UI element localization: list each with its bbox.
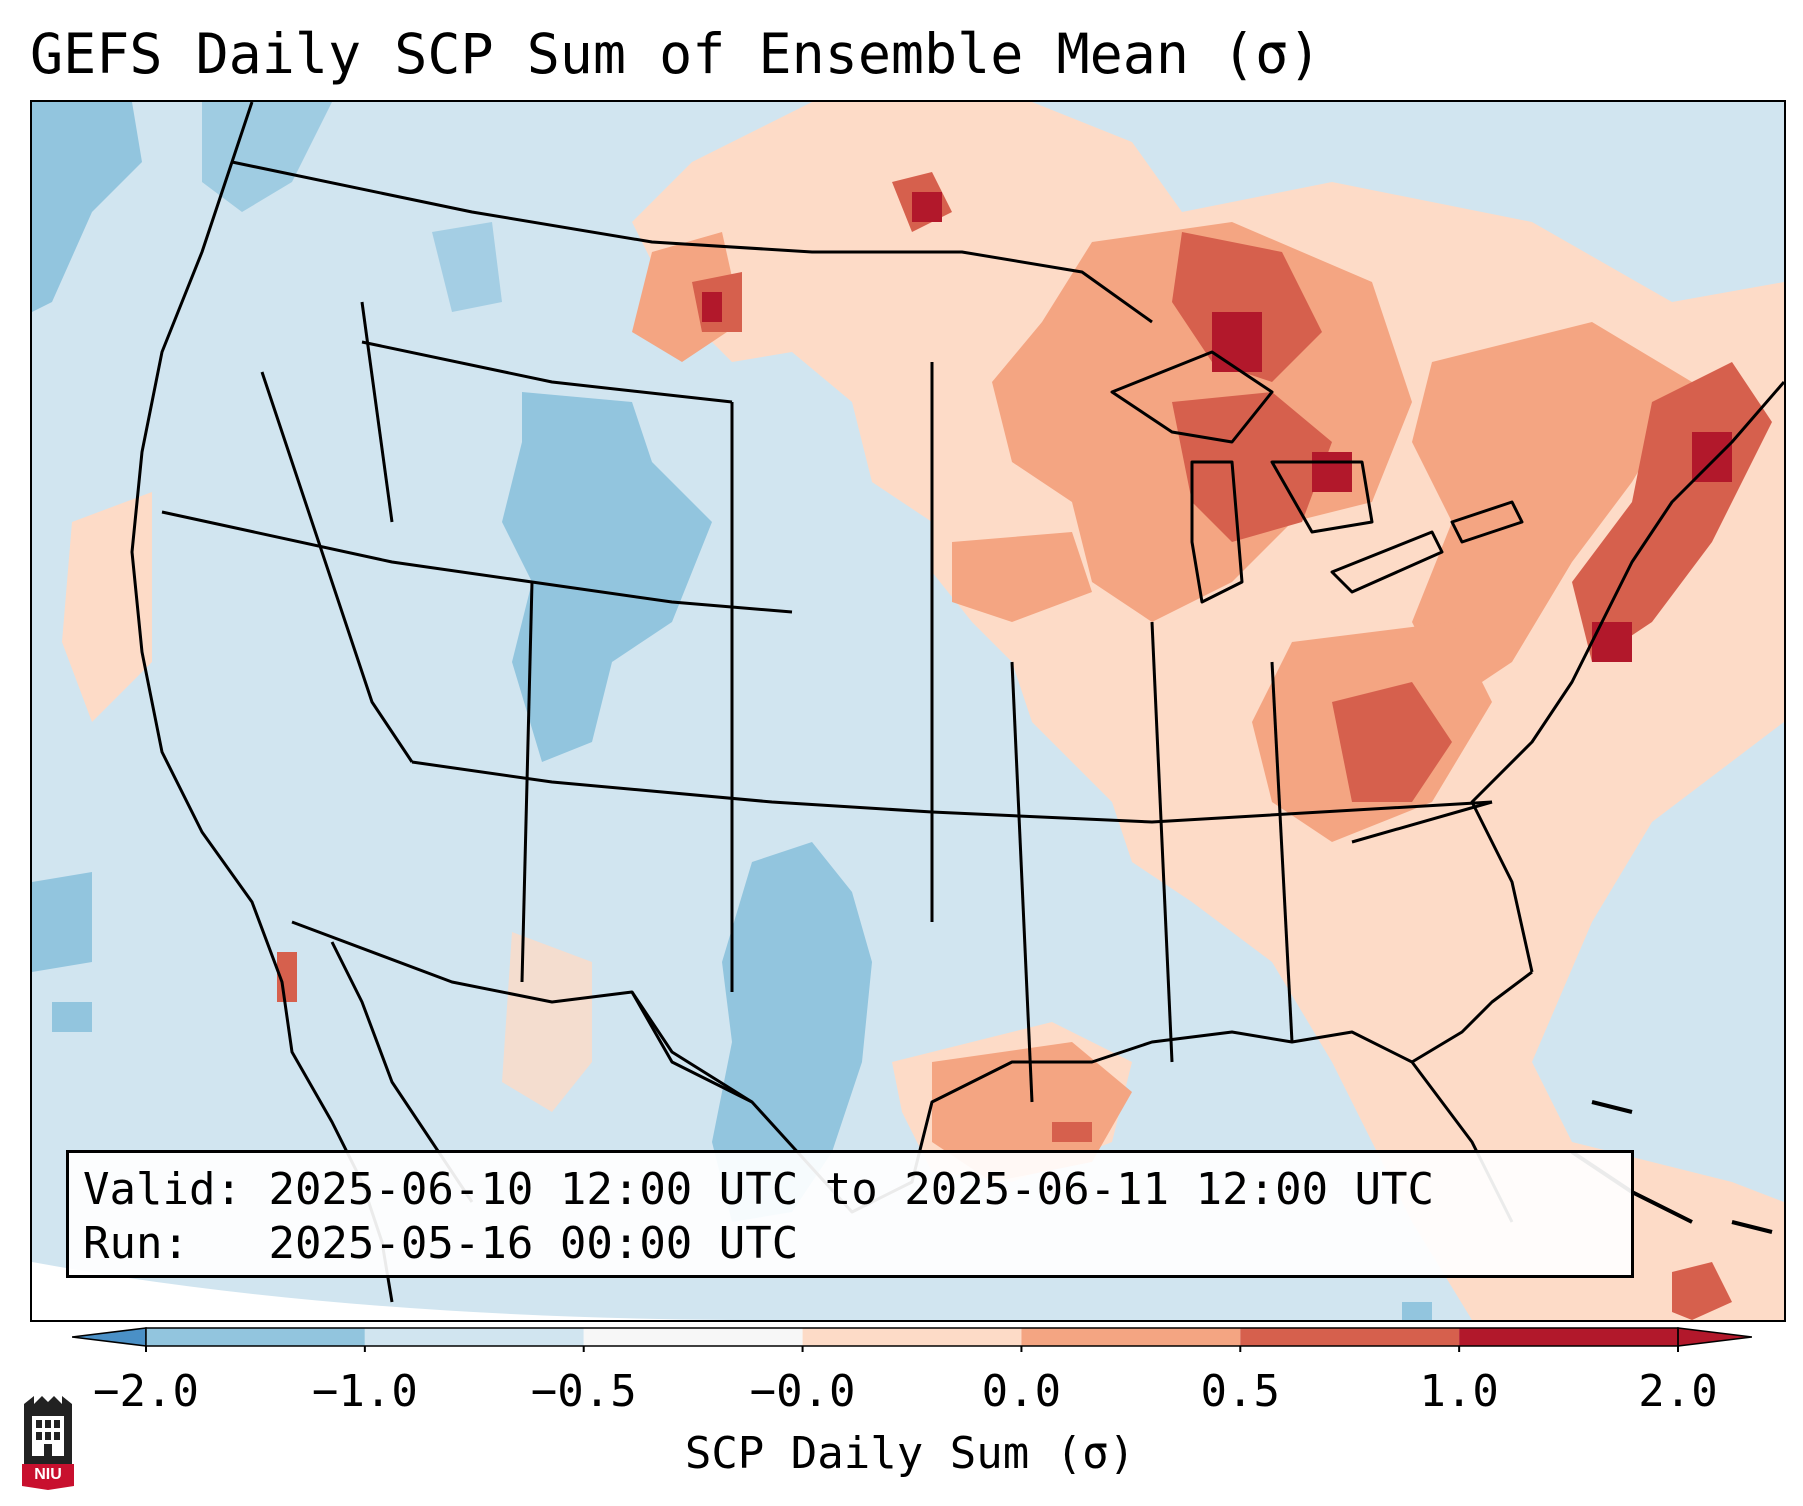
state-line-montana xyxy=(361,340,733,404)
colorbar-segment xyxy=(1240,1328,1460,1346)
positive-anomaly-strong-layer xyxy=(277,172,1772,1320)
niu-logo-icon xyxy=(22,1396,74,1490)
us-mexico-border xyxy=(291,920,753,1104)
lake-erie xyxy=(1330,530,1444,594)
lake-ontario xyxy=(1450,500,1524,544)
colorbar-tick-label: −1.0 xyxy=(311,1366,418,1417)
colorbar-label: SCP Daily Sum (σ) xyxy=(684,1428,1136,1479)
state-line-al xyxy=(1150,621,1174,1063)
colorbar-extend-low xyxy=(72,1327,147,1347)
valid-value: 2025-06-10 12:00 UTC to 2025-06-11 12:00… xyxy=(268,1164,1435,1215)
state-line-mississippi xyxy=(1010,661,1034,1103)
florida-coastline xyxy=(1411,970,1533,1064)
valid-time-box: Valid: 2025-06-10 12:00 UTC to 2025-06-1… xyxy=(66,1150,1634,1278)
lake-michigan xyxy=(1190,460,1244,604)
niu-logo-text: NIU xyxy=(34,1466,62,1483)
state-line-id xyxy=(360,301,394,523)
colorbar-segment xyxy=(583,1328,803,1346)
valid-label: Valid: xyxy=(83,1164,242,1215)
colorbar-segment xyxy=(802,1328,1022,1346)
map-svg xyxy=(32,102,1784,1320)
run-label: Run: xyxy=(83,1218,189,1269)
colorbar-tick-label: 1.0 xyxy=(1419,1366,1499,1417)
lake-huron xyxy=(1270,460,1374,534)
chart-title: GEFS Daily SCP Sum of Ensemble Mean (σ) xyxy=(30,22,1322,86)
colorbar-tick-label: 0.0 xyxy=(981,1366,1062,1417)
gulf-coastline xyxy=(630,991,1514,1223)
colorbar-tick-label: 0.5 xyxy=(1200,1366,1281,1417)
domain-edge-left xyxy=(32,1262,732,1320)
colorbar-tick-label: −0.0 xyxy=(749,1366,856,1417)
us-canada-border xyxy=(231,160,1153,324)
run-value: 2025-05-16 00:00 UTC xyxy=(268,1218,799,1269)
negative-anomaly-layer xyxy=(32,102,1432,1320)
state-line-nc xyxy=(1351,800,1493,844)
colorbar-tick-label: −2.0 xyxy=(93,1366,199,1417)
colorbar-segment xyxy=(146,1328,365,1346)
colorbar-segment xyxy=(1021,1328,1241,1346)
east-coastline xyxy=(1470,381,1784,973)
state-line-ga xyxy=(1270,661,1294,1043)
state-line-az-nm xyxy=(520,581,534,983)
state-line-ca-nv xyxy=(260,371,414,763)
colorbar xyxy=(72,1327,1752,1352)
state-line-37n xyxy=(411,760,1493,824)
colorbar-tick-label: −0.5 xyxy=(530,1366,637,1417)
colorbar-extend-high xyxy=(1677,1327,1752,1347)
run-row: Run: 2025-05-16 00:00 UTC xyxy=(83,1217,1617,1271)
lake-superior xyxy=(1110,350,1274,444)
map-panel xyxy=(30,100,1786,1322)
colorbar-segment xyxy=(364,1328,584,1346)
niu-logo: NIU xyxy=(20,1394,76,1490)
valid-row: Valid: 2025-06-10 12:00 UTC to 2025-06-1… xyxy=(83,1163,1617,1217)
colorbar-ticks xyxy=(145,1346,1679,1352)
colorbar-segments xyxy=(72,1327,1752,1347)
colorbar-segment xyxy=(1459,1328,1678,1346)
colorbar-tick-label: 2.0 xyxy=(1638,1366,1718,1417)
colorbar-frame xyxy=(145,1327,1679,1347)
